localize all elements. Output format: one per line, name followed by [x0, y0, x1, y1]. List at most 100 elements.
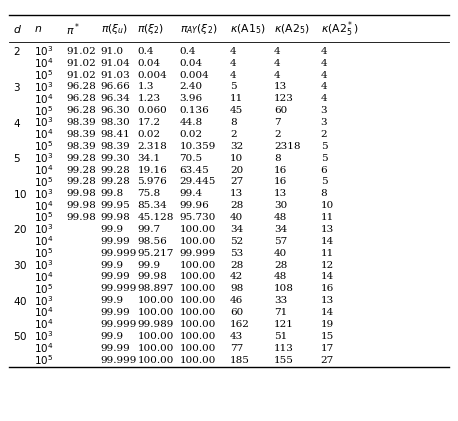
- Text: 5: 5: [321, 178, 327, 187]
- Text: 99.99: 99.99: [101, 237, 131, 246]
- Text: 99.98: 99.98: [101, 213, 131, 222]
- Text: 99.999: 99.999: [101, 320, 137, 329]
- Text: 0.4: 0.4: [137, 47, 154, 56]
- Text: $\kappa(\mathrm{A1}_5)$: $\kappa(\mathrm{A1}_5)$: [230, 23, 266, 36]
- Text: 46: 46: [230, 296, 243, 305]
- Text: 96.28: 96.28: [66, 106, 96, 115]
- Text: 108: 108: [274, 284, 294, 293]
- Text: $10^{5}$: $10^{5}$: [34, 175, 54, 189]
- Text: 98.39: 98.39: [66, 118, 96, 127]
- Text: 14: 14: [321, 308, 334, 317]
- Text: 100.00: 100.00: [137, 296, 174, 305]
- Text: 98.897: 98.897: [137, 284, 174, 293]
- Text: 98: 98: [230, 284, 243, 293]
- Text: 100.00: 100.00: [137, 356, 174, 365]
- Text: 33: 33: [274, 296, 287, 305]
- Text: $10^{5}$: $10^{5}$: [34, 282, 54, 296]
- Text: 91.04: 91.04: [101, 59, 131, 68]
- Text: $\pi(\xi_u)$: $\pi(\xi_u)$: [101, 22, 128, 37]
- Text: $50$: $50$: [13, 330, 27, 342]
- Text: 100.00: 100.00: [137, 332, 174, 341]
- Text: 19: 19: [321, 320, 334, 329]
- Text: $10^{4}$: $10^{4}$: [34, 306, 54, 320]
- Text: $40$: $40$: [13, 295, 27, 306]
- Text: 34: 34: [274, 225, 287, 234]
- Text: 99.28: 99.28: [101, 178, 131, 187]
- Text: 4: 4: [321, 71, 327, 80]
- Text: 12: 12: [321, 261, 334, 269]
- Text: 28: 28: [230, 201, 243, 210]
- Text: 99.99: 99.99: [101, 272, 131, 281]
- Text: 4: 4: [274, 71, 280, 80]
- Text: 96.34: 96.34: [101, 94, 131, 103]
- Text: 48: 48: [274, 213, 287, 222]
- Text: 44.8: 44.8: [180, 118, 202, 127]
- Text: 3: 3: [321, 106, 327, 115]
- Text: 99.98: 99.98: [137, 272, 167, 281]
- Text: 0.04: 0.04: [180, 59, 202, 68]
- Text: 123: 123: [274, 94, 294, 103]
- Text: 10: 10: [230, 154, 243, 163]
- Text: 99.9: 99.9: [137, 261, 160, 269]
- Text: $\pi_{AY}(\xi_2)$: $\pi_{AY}(\xi_2)$: [180, 22, 217, 37]
- Text: $10^{5}$: $10^{5}$: [34, 246, 54, 260]
- Text: 5: 5: [321, 142, 327, 151]
- Text: 77: 77: [230, 344, 243, 353]
- Text: $10^{3}$: $10^{3}$: [34, 329, 54, 343]
- Text: 6: 6: [321, 165, 327, 175]
- Text: $10^{3}$: $10^{3}$: [34, 258, 54, 272]
- Text: 1.23: 1.23: [137, 94, 160, 103]
- Text: 43: 43: [230, 332, 243, 341]
- Text: $2$: $2$: [13, 45, 20, 57]
- Text: 100.00: 100.00: [180, 272, 216, 281]
- Text: $d$: $d$: [13, 24, 22, 35]
- Text: 0.02: 0.02: [180, 130, 202, 139]
- Text: 27: 27: [321, 356, 334, 365]
- Text: 4: 4: [321, 47, 327, 56]
- Text: 11: 11: [321, 213, 334, 222]
- Text: 96.66: 96.66: [101, 83, 131, 91]
- Text: 99.98: 99.98: [66, 213, 96, 222]
- Text: 7: 7: [274, 118, 280, 127]
- Text: 100.00: 100.00: [180, 356, 216, 365]
- Text: 99.99: 99.99: [101, 344, 131, 353]
- Text: $20$: $20$: [13, 224, 27, 235]
- Text: 13: 13: [274, 189, 287, 198]
- Text: 20: 20: [230, 165, 243, 175]
- Text: $3$: $3$: [13, 81, 21, 93]
- Text: 15: 15: [321, 332, 334, 341]
- Text: 98.56: 98.56: [137, 237, 167, 246]
- Text: 95.730: 95.730: [180, 213, 216, 222]
- Text: $10$: $10$: [13, 188, 27, 200]
- Text: 27: 27: [230, 178, 243, 187]
- Text: 42: 42: [230, 272, 243, 281]
- Text: 53: 53: [230, 249, 243, 258]
- Text: 99.95: 99.95: [101, 201, 131, 210]
- Text: $10^{3}$: $10^{3}$: [34, 294, 54, 308]
- Text: 0.4: 0.4: [180, 47, 196, 56]
- Text: 100.00: 100.00: [180, 320, 216, 329]
- Text: 95.217: 95.217: [137, 249, 174, 258]
- Text: $10^{4}$: $10^{4}$: [34, 163, 54, 177]
- Text: $10^{5}$: $10^{5}$: [34, 353, 54, 367]
- Text: 10.359: 10.359: [180, 142, 216, 151]
- Text: $n$: $n$: [34, 24, 43, 35]
- Text: 2.40: 2.40: [180, 83, 202, 91]
- Text: 5: 5: [230, 83, 236, 91]
- Text: 99.999: 99.999: [101, 249, 137, 258]
- Text: 96.28: 96.28: [66, 94, 96, 103]
- Text: $\kappa(\mathrm{A2}^*_5)$: $\kappa(\mathrm{A2}^*_5)$: [321, 20, 358, 39]
- Text: 99.96: 99.96: [180, 201, 209, 210]
- Text: 0.004: 0.004: [180, 71, 209, 80]
- Text: 99.98: 99.98: [66, 201, 96, 210]
- Text: 8: 8: [274, 154, 280, 163]
- Text: 99.989: 99.989: [137, 320, 174, 329]
- Text: 2: 2: [230, 130, 236, 139]
- Text: $10^{4}$: $10^{4}$: [34, 199, 54, 213]
- Text: 99.28: 99.28: [101, 165, 131, 175]
- Text: 14: 14: [321, 272, 334, 281]
- Text: 1.3: 1.3: [137, 83, 154, 91]
- Text: $\pi^*$: $\pi^*$: [66, 21, 81, 38]
- Text: 4: 4: [321, 94, 327, 103]
- Text: 71: 71: [274, 308, 287, 317]
